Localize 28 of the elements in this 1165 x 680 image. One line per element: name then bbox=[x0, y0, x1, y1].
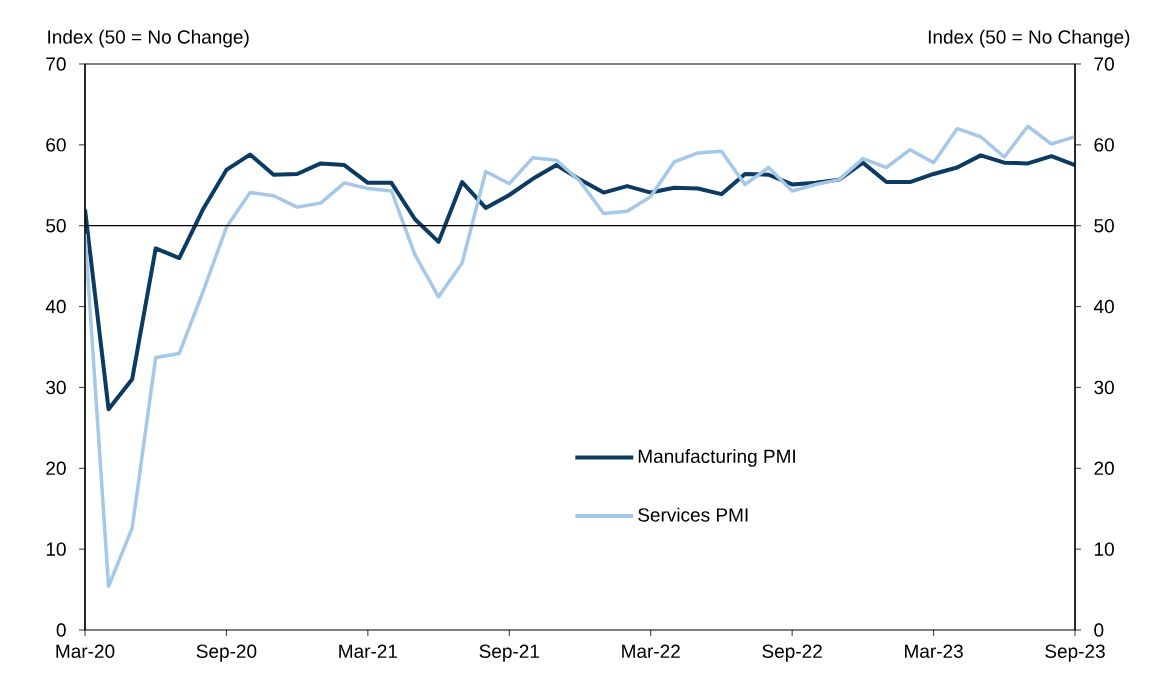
x-tick-label: Sep-22 bbox=[762, 644, 822, 662]
x-tick-label: Mar-21 bbox=[339, 644, 398, 658]
y2-tick-label: 20 bbox=[1094, 461, 1114, 476]
y2-tick-label: 30 bbox=[1094, 380, 1114, 395]
y-tick-label: 0 bbox=[56, 623, 66, 637]
y2-tick-label: 70 bbox=[1094, 57, 1114, 71]
legend-label: Services PMI bbox=[638, 507, 748, 522]
x-tick-label: Sep-23 bbox=[1045, 644, 1105, 662]
x-tick-label: Sep-21 bbox=[479, 644, 539, 662]
x-tick-label: Mar-20 bbox=[56, 644, 115, 658]
y2-tick-label: 0 bbox=[1094, 623, 1104, 637]
x-tick-label: Sep-20 bbox=[196, 644, 257, 662]
y-tick-label: 70 bbox=[46, 57, 66, 71]
y-tick-label: 60 bbox=[46, 138, 66, 152]
y-tick-label: 20 bbox=[46, 461, 66, 476]
y2-tick-label: 50 bbox=[1094, 218, 1114, 233]
y-tick-label: 40 bbox=[45, 299, 66, 314]
x-tick-label: Mar-23 bbox=[905, 644, 963, 658]
y-tick-label: 10 bbox=[46, 542, 66, 556]
y2-tick-label: 10 bbox=[1094, 542, 1114, 556]
y2-axis-title: Index (50 = No Change) bbox=[928, 29, 1130, 48]
y-tick-label: 50 bbox=[46, 218, 66, 233]
x-tick-label: Mar-22 bbox=[622, 644, 680, 658]
y2-tick-label: 40 bbox=[1093, 299, 1114, 314]
y2-tick-label: 60 bbox=[1094, 138, 1114, 152]
legend-label: Manufacturing PMI bbox=[638, 449, 795, 467]
y-axis-title: Index (50 = No Change) bbox=[48, 29, 249, 48]
y-tick-label: 30 bbox=[46, 380, 66, 395]
